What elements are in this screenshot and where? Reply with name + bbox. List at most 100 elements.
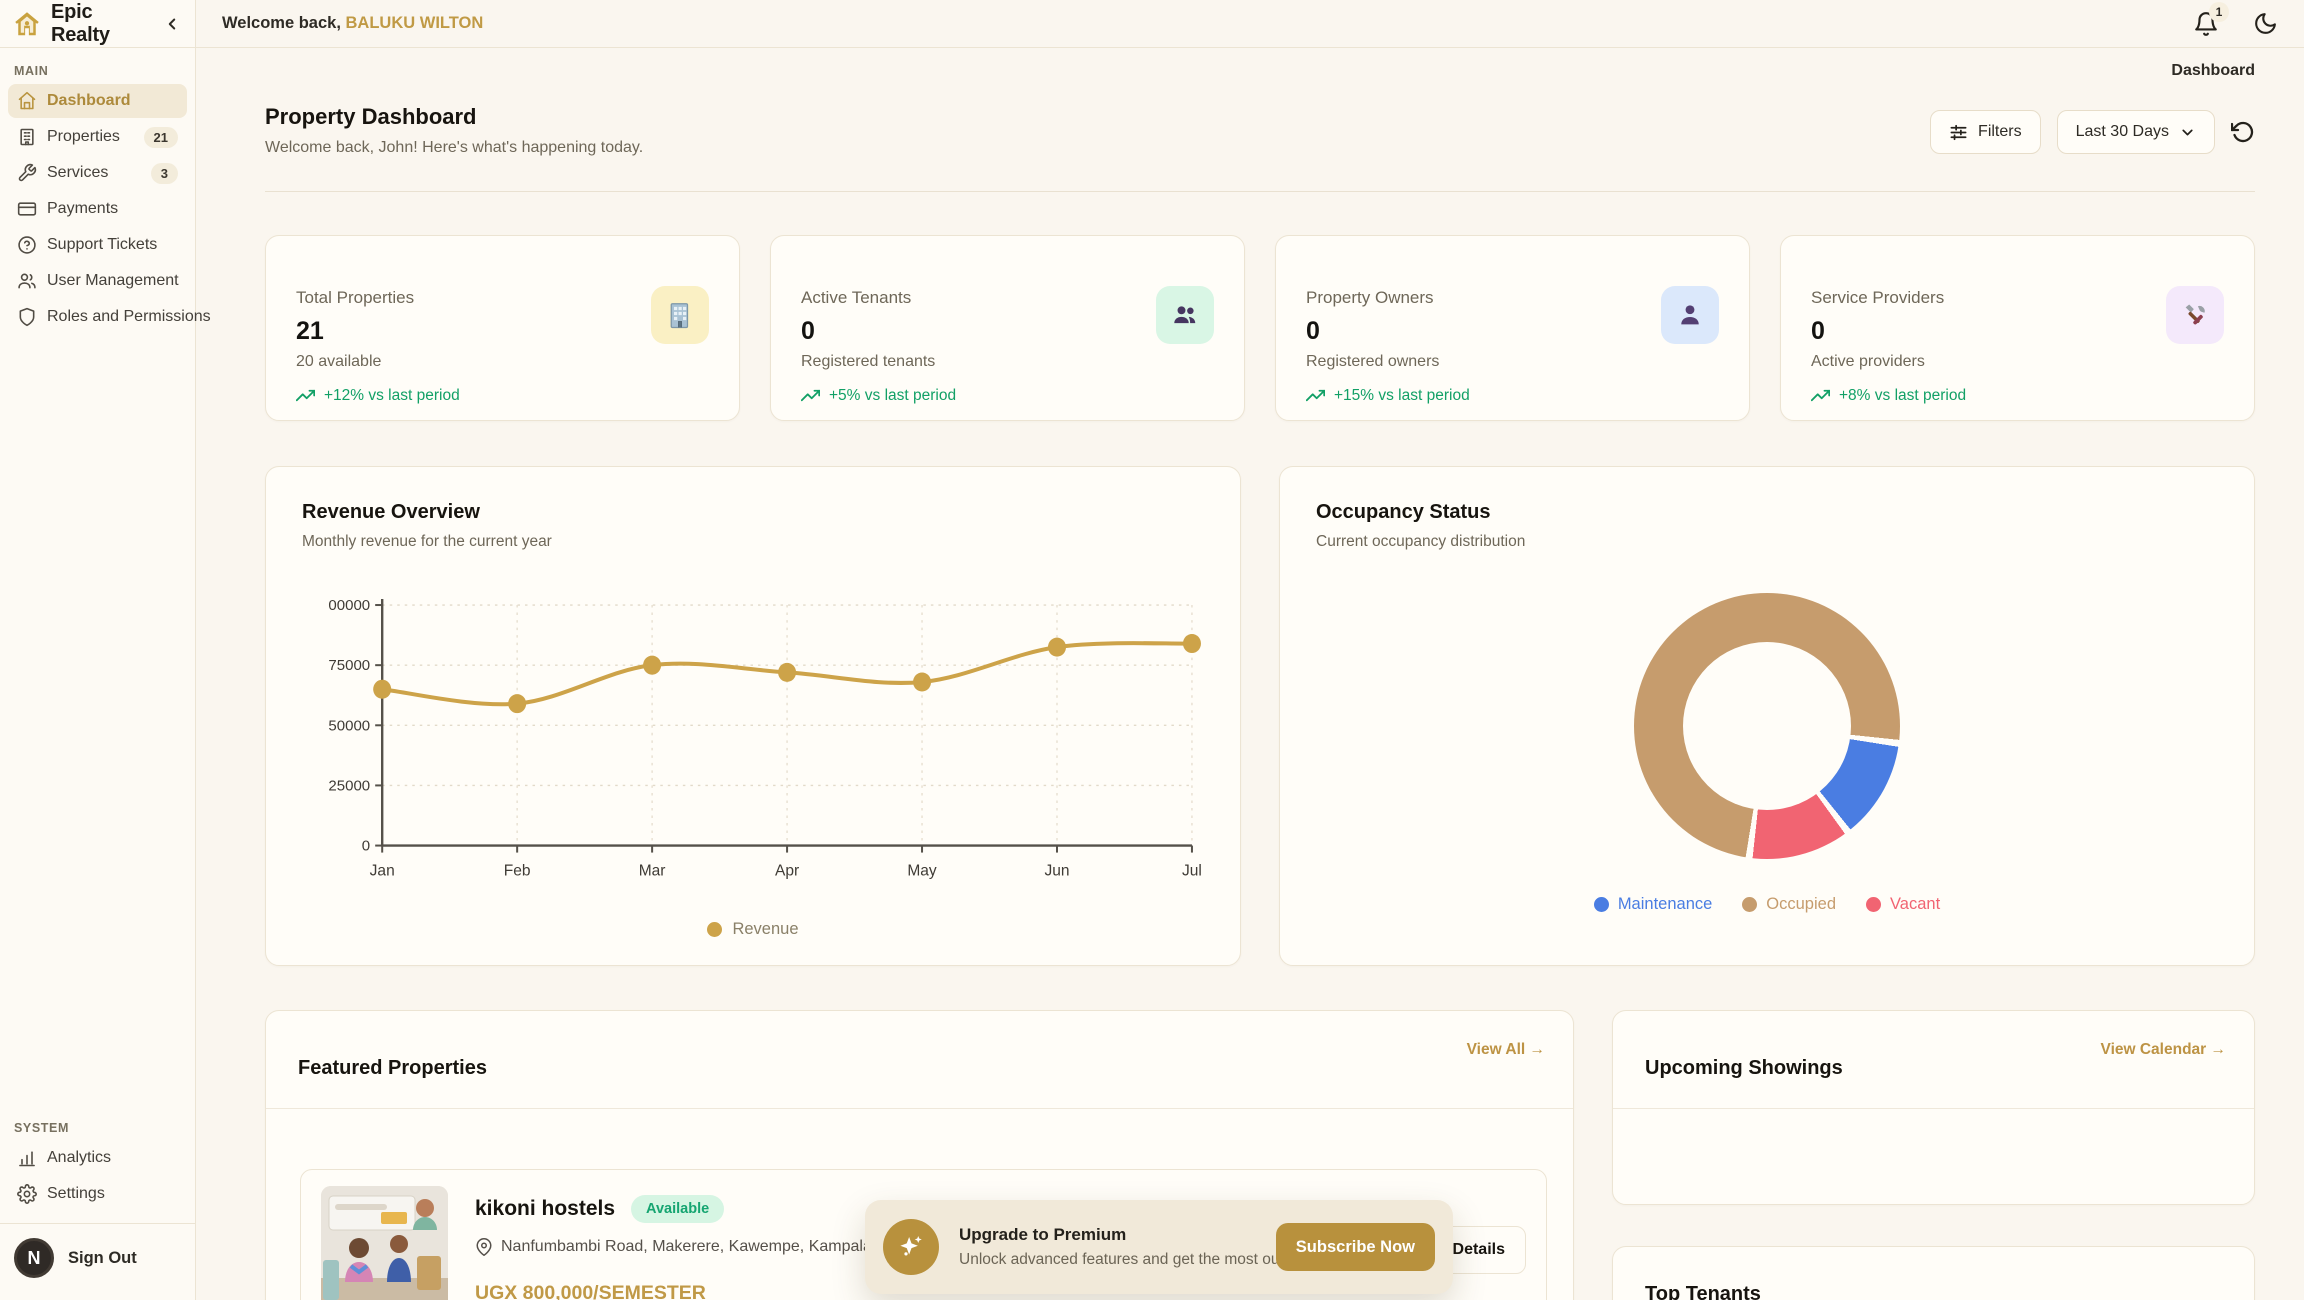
chevron-down-icon <box>2182 129 2193 135</box>
sidebar-item-dashboard[interactable]: Dashboard <box>8 84 187 118</box>
header-divider <box>265 191 2255 192</box>
help-circle-icon <box>18 236 36 254</box>
legend-label: Maintenance <box>1617 895 1713 913</box>
property-photo <box>321 1186 448 1300</box>
trending-up-icon <box>1811 389 1830 402</box>
page-header: Property Dashboard Welcome back, John! H… <box>265 104 2255 157</box>
stat-value: 21 <box>296 317 324 345</box>
filters-label: Filters <box>1978 123 2022 140</box>
main-content: Property Dashboard Welcome back, John! H… <box>196 48 2304 1300</box>
revenue-chart-svg: 0 25000 50000 75000 00000 Jan Feb Mar Apr May Jun J… <box>328 597 1201 880</box>
header-actions: Filters Last 30 Days <box>1930 110 2255 154</box>
breadcrumb-row: Dashboard <box>196 48 2304 80</box>
sidebar-collapse-button[interactable] <box>161 13 183 35</box>
stat-label: Property Owners <box>1306 288 1434 307</box>
stat-trend-text: +8% vs last period <box>1839 386 1967 404</box>
sidebar-item-roles-and-permissions[interactable]: Roles and Permissions <box>8 300 211 334</box>
tenants-title: Top Tenants <box>1645 1283 1761 1300</box>
welcome-prefix: Welcome back, <box>222 14 341 32</box>
sidebar-item-label: Analytics <box>47 1149 112 1166</box>
sidebar-item-user-management[interactable]: User Management <box>8 264 187 298</box>
sidebar-item-label: User Management <box>47 272 179 289</box>
stat-value: 0 <box>801 317 815 345</box>
sidebar-item-payments[interactable]: Payments <box>8 192 187 226</box>
notification-count-badge: 1 <box>2209 1 2229 22</box>
occupancy-legend: Maintenance Occupied Vacant <box>1316 895 2218 914</box>
sidebar-section-system: SYSTEM <box>14 1121 69 1135</box>
sidebar-item-support-tickets[interactable]: Support Tickets <box>8 228 187 262</box>
svg-text:00000: 00000 <box>328 597 370 614</box>
stat-cards-row: Total Properties 21 20 available +12% vs la… <box>265 235 2255 421</box>
sidebar-item-services[interactable]: Services 3 <box>8 156 187 190</box>
legend-dot <box>1742 897 1758 912</box>
stat-card-service-providers: Service Providers 0 Active providers +8% vs… <box>1780 235 2255 421</box>
map-pin-icon <box>476 1237 492 1256</box>
stat-icon-person <box>1661 286 1719 344</box>
trending-up-icon <box>296 389 315 402</box>
upcoming-showings-card: Upcoming Showings View Calendar → <box>1612 1010 2255 1205</box>
stat-card-content: Active Tenants 0 Registered tenants +5% vs … <box>801 288 956 420</box>
top-tenants-card: Top Tenants <box>1612 1246 2255 1300</box>
sign-out-button[interactable]: N Sign Out <box>0 1223 195 1286</box>
svg-text:25000: 25000 <box>328 777 370 794</box>
period-dropdown[interactable]: Last 30 Days <box>2056 110 2215 154</box>
view-all-link[interactable]: View All → <box>1466 1041 1545 1058</box>
sidebar-header: Epic Realty <box>0 0 195 48</box>
charts-row: Revenue Overview Monthly revenue for the… <box>265 466 2255 966</box>
toast-body: Upgrade to Premium Unlock advanced featu… <box>959 1225 1384 1269</box>
sidebar-item-label: Support Tickets <box>47 236 158 253</box>
user-avatar[interactable]: N <box>14 1238 54 1278</box>
stat-sublabel: Registered owners <box>1306 353 1440 370</box>
stat-card-total-properties: Total Properties 21 20 available +12% vs la… <box>265 235 740 421</box>
sidebar-item-settings[interactable]: Settings <box>8 1177 187 1211</box>
stat-card-active-tenants: Active Tenants 0 Registered tenants +5% vs … <box>770 235 1245 421</box>
notifications-button[interactable]: 1 <box>2193 1 2229 37</box>
filters-button[interactable]: Filters <box>1930 110 2041 154</box>
home-icon <box>18 91 36 110</box>
occupancy-card-subtitle: Current occupancy distribution <box>1316 533 1526 550</box>
sidebar-item-label: Roles and Permissions <box>47 308 211 325</box>
legend-dot <box>1866 897 1882 912</box>
occupancy-donut-chart <box>1634 593 1900 859</box>
showings-divider <box>1613 1108 2254 1109</box>
occupancy-card-title: Occupancy Status <box>1316 501 1491 523</box>
stat-trend: +12% vs last period <box>296 386 460 405</box>
sidebar-item-properties[interactable]: Properties 21 <box>8 120 187 154</box>
revenue-legend-dot <box>707 921 723 937</box>
stat-icon-people <box>1156 286 1214 344</box>
sidebar-system-items: Analytics Settings <box>0 1141 195 1211</box>
sign-out-label: Sign Out <box>68 1248 137 1267</box>
sidebar-item-badge: 3 <box>150 162 178 184</box>
stat-card-content: Service Providers 0 Active providers +8% vs… <box>1811 288 1966 420</box>
welcome-user-name: BALUKU WILTON <box>345 14 484 32</box>
premium-toast: Upgrade to Premium Unlock advanced featu… <box>865 1200 1453 1294</box>
sidebar-item-label: Dashboard <box>47 92 131 109</box>
stat-label: Total Properties <box>296 288 415 307</box>
legend-dot <box>1593 897 1609 912</box>
legend-label: Vacant <box>1890 895 1941 913</box>
dark-mode-toggle[interactable] <box>2253 11 2278 36</box>
stat-trend: +5% vs last period <box>801 386 956 405</box>
stat-value: 0 <box>1811 317 1825 345</box>
sidebar: Epic Realty MAIN Dashboard Properties 21 Se… <box>0 0 211 1300</box>
stat-trend-text: +12% vs last period <box>324 386 460 404</box>
sidebar-bottom: SYSTEM Analytics Settings N Sign Out <box>0 1105 195 1300</box>
view-calendar-link[interactable]: View Calendar → <box>2100 1041 2226 1058</box>
stat-icon-building-emoji <box>651 286 709 344</box>
sidebar-item-analytics[interactable]: Analytics <box>8 1141 187 1175</box>
credit-card-icon <box>17 202 37 216</box>
featured-header: Featured Properties View All → <box>266 1011 1573 1080</box>
revenue-card-title: Revenue Overview <box>302 501 480 523</box>
sidebar-section-main: MAIN <box>14 64 49 78</box>
sidebar-item-label: Settings <box>47 1185 105 1202</box>
occupancy-donut-wrap <box>1316 593 2218 859</box>
property-status-badge: Available <box>631 1194 725 1223</box>
subscribe-now-button[interactable]: Subscribe Now <box>1275 1223 1435 1271</box>
refresh-button[interactable] <box>2231 120 2255 144</box>
stat-sublabel: Active providers <box>1811 353 1925 370</box>
sidebar-item-label: Payments <box>47 200 119 217</box>
featured-divider <box>266 1108 1573 1109</box>
sidebar-main-items: Dashboard Properties 21 Services 3 Payments Su… <box>0 84 211 334</box>
period-label: Last 30 Days <box>2075 123 2169 140</box>
sidebar-item-badge: 21 <box>143 126 178 148</box>
